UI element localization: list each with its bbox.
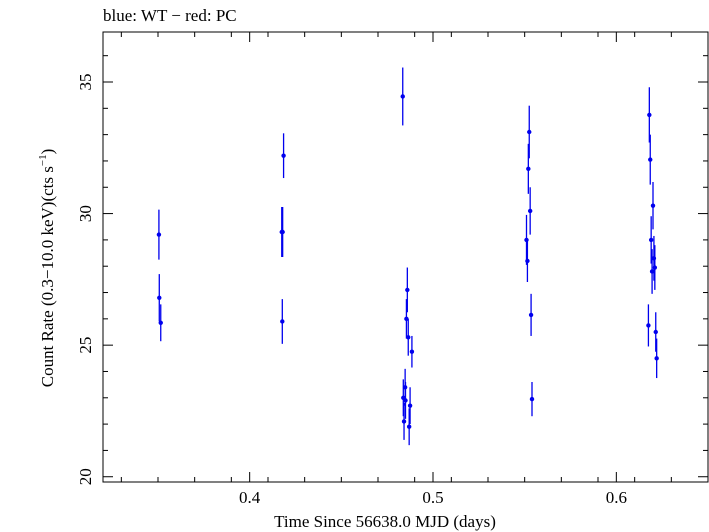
x-axis: 0.4 0.5 0.6 bbox=[120, 32, 709, 507]
data-marker bbox=[409, 349, 415, 354]
data-point bbox=[407, 387, 413, 425]
data-marker bbox=[158, 320, 163, 325]
data-marker bbox=[529, 396, 535, 402]
data-marker bbox=[648, 237, 654, 243]
y-tick-label: 25 bbox=[76, 337, 95, 354]
data-marker bbox=[405, 287, 410, 293]
x-tick-label: 0.4 bbox=[239, 488, 261, 507]
data-point bbox=[646, 304, 651, 347]
data-point bbox=[405, 267, 410, 313]
data-marker bbox=[648, 157, 653, 162]
data-point bbox=[526, 143, 531, 194]
data-marker bbox=[280, 229, 285, 235]
data-marker bbox=[526, 166, 531, 172]
data-marker bbox=[157, 295, 162, 300]
data-point bbox=[280, 299, 285, 344]
data-marker bbox=[404, 316, 409, 322]
data-point bbox=[406, 408, 412, 446]
data-marker bbox=[525, 258, 530, 264]
data-marker bbox=[652, 265, 658, 270]
y-axis-label-close: ) bbox=[38, 149, 57, 155]
data-point bbox=[653, 312, 658, 352]
data-point bbox=[654, 338, 659, 379]
data-point bbox=[404, 299, 409, 339]
data-marker bbox=[654, 356, 659, 361]
y-axis-label-main: Count Rate (0.3−10.0 keV)(cts s bbox=[38, 166, 57, 387]
y-tick-label: 35 bbox=[76, 74, 95, 91]
data-point bbox=[649, 249, 655, 294]
data-point bbox=[528, 293, 534, 336]
data-marker bbox=[646, 323, 651, 328]
data-marker bbox=[653, 329, 658, 335]
data-marker bbox=[528, 312, 534, 318]
data-point bbox=[406, 318, 411, 356]
data-marker bbox=[406, 424, 412, 429]
data-marker bbox=[527, 129, 532, 135]
x-tick-label: 0.5 bbox=[422, 488, 443, 507]
data-point bbox=[157, 274, 162, 322]
data-point bbox=[525, 239, 530, 282]
y-axis: 20 25 30 35 bbox=[76, 55, 708, 485]
data-marker bbox=[403, 398, 408, 403]
data-marker bbox=[156, 232, 162, 237]
plot-area bbox=[156, 67, 659, 446]
data-point bbox=[156, 209, 162, 260]
data-point bbox=[409, 335, 415, 368]
y-axis-label: Count Rate (0.3−10.0 keV)(cts s−1) bbox=[37, 149, 57, 388]
plot-frame bbox=[102, 31, 709, 483]
data-marker bbox=[649, 269, 655, 274]
x-axis-label: Time Since 56638.0 MJD (days) bbox=[274, 512, 496, 531]
data-point bbox=[650, 182, 656, 230]
data-marker bbox=[650, 203, 656, 208]
y-tick-label: 20 bbox=[76, 468, 95, 485]
data-point bbox=[281, 133, 286, 179]
data-point bbox=[401, 403, 407, 440]
chart-title: blue: WT − red: PC bbox=[103, 6, 237, 25]
data-point bbox=[158, 304, 163, 342]
data-marker bbox=[407, 403, 413, 408]
data-marker bbox=[280, 319, 285, 324]
y-axis-label-sup: −1 bbox=[37, 154, 49, 166]
data-marker bbox=[400, 94, 405, 99]
data-point bbox=[647, 87, 652, 143]
data-marker bbox=[281, 153, 286, 158]
x-tick-label: 0.6 bbox=[606, 488, 627, 507]
data-point bbox=[280, 207, 285, 257]
y-tick-label: 30 bbox=[76, 205, 95, 222]
data-point bbox=[648, 216, 654, 264]
data-point bbox=[400, 67, 405, 126]
data-point bbox=[648, 134, 653, 185]
data-marker bbox=[647, 112, 652, 118]
data-point bbox=[527, 105, 532, 159]
data-point bbox=[403, 382, 408, 419]
data-marker bbox=[406, 335, 411, 340]
data-point bbox=[652, 245, 658, 290]
data-point bbox=[527, 187, 533, 235]
data-marker bbox=[527, 208, 533, 214]
data-point bbox=[529, 382, 535, 417]
data-marker bbox=[401, 419, 407, 424]
